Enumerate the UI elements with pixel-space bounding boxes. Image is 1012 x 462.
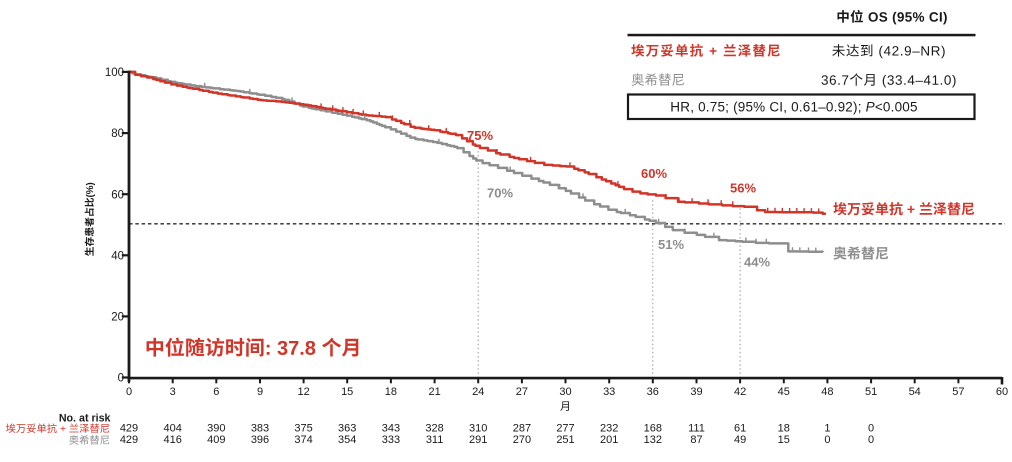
svg-text:0: 0 — [868, 434, 874, 446]
svg-text:328: 328 — [425, 423, 443, 435]
svg-text:15: 15 — [778, 434, 790, 446]
svg-text:201: 201 — [600, 434, 618, 446]
svg-text:390: 390 — [207, 423, 225, 435]
svg-text:45: 45 — [778, 386, 790, 398]
svg-text:363: 363 — [338, 423, 356, 435]
svg-text:No. at risk: No. at risk — [59, 413, 111, 425]
svg-text:111: 111 — [688, 423, 705, 435]
svg-text:277: 277 — [556, 423, 574, 435]
svg-text:0: 0 — [868, 423, 874, 435]
svg-text:429: 429 — [120, 434, 138, 446]
svg-text:0: 0 — [824, 434, 830, 446]
svg-text:409: 409 — [207, 434, 225, 446]
svg-text:12: 12 — [297, 386, 309, 398]
svg-text:9: 9 — [257, 386, 263, 398]
svg-text:57: 57 — [952, 386, 964, 398]
svg-text:429: 429 — [120, 423, 138, 435]
svg-text:24: 24 — [472, 386, 484, 398]
svg-text:232: 232 — [600, 423, 618, 435]
svg-text:60: 60 — [996, 386, 1008, 398]
svg-text:311: 311 — [426, 434, 444, 446]
svg-text:383: 383 — [251, 423, 269, 435]
svg-text:21: 21 — [428, 386, 440, 398]
svg-text:100: 100 — [105, 67, 124, 79]
svg-text:416: 416 — [164, 434, 182, 446]
svg-text:87: 87 — [690, 434, 702, 446]
svg-text:49: 49 — [734, 434, 746, 446]
svg-text:36: 36 — [647, 386, 659, 398]
svg-text:15: 15 — [341, 386, 353, 398]
svg-text:375: 375 — [294, 423, 312, 435]
svg-text:20: 20 — [111, 312, 124, 324]
svg-text:18: 18 — [385, 386, 397, 398]
svg-text:48: 48 — [821, 386, 833, 398]
svg-text:343: 343 — [382, 423, 400, 435]
svg-text:HR, 0.75; (95% CI, 0.61–0.92);: HR, 0.75; (95% CI, 0.61–0.92); P<0.005 — [670, 100, 917, 115]
svg-text:27: 27 — [516, 386, 528, 398]
svg-text:1: 1 — [824, 423, 830, 435]
svg-text:51: 51 — [865, 386, 877, 398]
svg-text:168: 168 — [644, 423, 662, 435]
svg-text:56%: 56% — [730, 180, 756, 195]
svg-text:270: 270 — [513, 434, 531, 446]
svg-text:70%: 70% — [487, 186, 513, 201]
svg-text:6: 6 — [213, 386, 219, 398]
svg-text:132: 132 — [644, 434, 662, 446]
svg-text:61: 61 — [734, 423, 746, 435]
svg-text:40: 40 — [111, 250, 124, 262]
svg-text:75%: 75% — [467, 128, 493, 143]
svg-text:33: 33 — [603, 386, 615, 398]
svg-text:374: 374 — [294, 434, 312, 446]
svg-text:310: 310 — [469, 423, 487, 435]
svg-text:42: 42 — [734, 386, 746, 398]
svg-text:51%: 51% — [658, 237, 684, 252]
svg-text:60%: 60% — [641, 166, 667, 181]
svg-text:80: 80 — [111, 128, 124, 140]
svg-text:54: 54 — [909, 386, 921, 398]
svg-text:0: 0 — [126, 386, 132, 398]
svg-text:60: 60 — [111, 189, 124, 201]
svg-text:0: 0 — [118, 373, 124, 385]
svg-text:18: 18 — [778, 423, 790, 435]
svg-text:396: 396 — [251, 434, 269, 446]
svg-text:251: 251 — [556, 434, 574, 446]
svg-text:333: 333 — [382, 434, 400, 446]
svg-text:3: 3 — [170, 386, 176, 398]
svg-text:44%: 44% — [744, 255, 770, 270]
svg-text:291: 291 — [469, 434, 487, 446]
svg-text:404: 404 — [164, 423, 182, 435]
svg-text:287: 287 — [513, 423, 531, 435]
svg-text:30: 30 — [559, 386, 571, 398]
svg-text:354: 354 — [338, 434, 356, 446]
svg-text:39: 39 — [690, 386, 702, 398]
